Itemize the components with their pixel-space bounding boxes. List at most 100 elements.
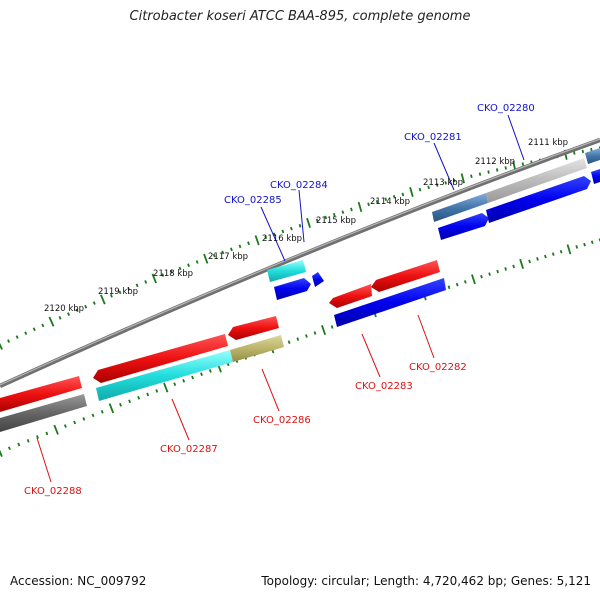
minor-tick: [84, 304, 88, 309]
minor-tick: [487, 170, 490, 174]
minor-tick: [195, 260, 199, 264]
major-tick: [471, 274, 476, 285]
gene-label-cko-02281[interactable]: CKO_02281: [404, 132, 462, 143]
gene-label-cko-02288[interactable]: CKO_02288: [24, 486, 82, 497]
minor-tick: [332, 212, 336, 217]
minor-tick: [264, 235, 268, 240]
cds-cko-02286[interactable]: [228, 316, 279, 340]
tick-labels: 2120 kbp 2119 kbp 2118 kbp 2117 kbp 2116 kbp…: [44, 138, 568, 314]
minor-tick: [435, 183, 439, 187]
minor-tick: [182, 378, 186, 383]
cds-cko-02285[interactable]: [274, 278, 311, 300]
minor-tick: [401, 192, 405, 197]
tick-label: 2111 kbp: [528, 138, 568, 148]
minor-tick: [135, 283, 139, 288]
minor-tick: [91, 413, 95, 418]
cog-bar-cko-02288[interactable]: [0, 394, 87, 432]
minor-tick: [341, 210, 345, 214]
minor-tick: [127, 286, 131, 291]
minor-tick: [367, 202, 370, 207]
minor-tick: [178, 266, 182, 271]
minor-tick: [15, 335, 19, 339]
minor-tick: [350, 207, 353, 212]
genome-stats-label: Topology: circular; Length: 4,720,462 bp…: [261, 574, 591, 588]
minor-tick: [455, 282, 459, 287]
cds-cko-02287[interactable]: [93, 334, 228, 383]
minor-tick: [26, 438, 30, 443]
tick-label: 2118 kbp: [153, 269, 193, 279]
tick-label: 2115 kbp: [316, 216, 356, 226]
cds-cko-02280[interactable]: [486, 176, 591, 223]
minor-tick: [384, 197, 388, 202]
minor-tick: [281, 229, 285, 234]
minor-tick: [137, 395, 141, 400]
minor-tick: [230, 247, 233, 252]
cog-bar-cko-02282[interactable]: [334, 278, 446, 327]
minor-tick: [119, 402, 122, 407]
minor-tick: [63, 424, 67, 428]
minor-tick: [488, 272, 491, 276]
minor-tick: [447, 285, 451, 290]
accession-label: Accession: NC_009792: [10, 574, 147, 588]
minor-tick: [427, 185, 430, 190]
cog-bar-cko-02285[interactable]: [267, 260, 306, 282]
major-tick: [163, 382, 169, 393]
cog-bar-cko-02287[interactable]: [96, 350, 233, 401]
minor-tick: [32, 327, 36, 332]
minor-tick: [495, 168, 499, 172]
gene-label-cko-02285[interactable]: CKO_02285: [224, 195, 282, 206]
outer-tick-ring: [0, 146, 600, 350]
cds-cko-02282[interactable]: [371, 260, 440, 292]
major-tick: [254, 235, 260, 246]
tick-label: 2113 kbp: [423, 178, 463, 188]
minor-tick: [7, 446, 11, 451]
gene-label-cko-02284[interactable]: CKO_02284: [270, 180, 328, 191]
map-title: Citrobacter koseri ATCC BAA-895, complet…: [129, 9, 471, 24]
cds-cko-02288[interactable]: [0, 376, 82, 412]
cds-cko-02283[interactable]: [329, 284, 372, 308]
minor-tick: [17, 442, 21, 447]
minor-tick: [221, 250, 225, 255]
cog-bar-cko-02279[interactable]: [585, 148, 600, 164]
minor-tick: [528, 259, 531, 264]
major-tick: [48, 316, 55, 327]
major-tick: [203, 253, 209, 264]
minor-tick: [544, 254, 547, 259]
minor-tick: [100, 409, 104, 414]
tick-label: 2117 kbp: [208, 252, 248, 262]
minor-tick: [41, 323, 45, 328]
minor-tick: [170, 269, 173, 274]
cds-cko-02281[interactable]: [438, 213, 489, 240]
minus-strand-features: [0, 316, 284, 432]
minor-tick: [144, 280, 148, 284]
minor-tick: [24, 331, 28, 335]
gene-label-cko-02287[interactable]: CKO_02287: [160, 444, 218, 455]
gene-label-cko-02286[interactable]: CKO_02286: [253, 415, 311, 426]
minor-tick: [155, 389, 159, 393]
gene-label-cko-02282[interactable]: CKO_02282: [409, 362, 467, 373]
minor-tick: [128, 399, 132, 404]
cds-cko-02284[interactable]: [312, 272, 324, 287]
major-tick: [151, 273, 157, 284]
cds-cko-02279[interactable]: [591, 169, 600, 184]
minor-tick: [187, 263, 190, 268]
cog-bar-cko-02280[interactable]: [486, 158, 587, 203]
cog-bar-cko-02281[interactable]: [432, 193, 488, 222]
minor-tick: [573, 151, 576, 155]
cog-bar-cko-02286[interactable]: [230, 335, 284, 362]
minor-tick: [298, 223, 302, 228]
minor-tick: [315, 218, 319, 222]
minor-tick: [496, 269, 499, 274]
gene-label-cko-02280[interactable]: CKO_02280: [477, 103, 535, 114]
major-tick: [0, 449, 3, 457]
label-leaders: [36, 114, 525, 483]
minor-tick: [559, 249, 563, 254]
minor-tick: [238, 244, 242, 249]
minor-tick: [392, 195, 396, 199]
tick-label: 2114 kbp: [370, 197, 410, 207]
minor-tick: [7, 339, 11, 343]
minor-tick: [118, 290, 122, 295]
gene-label-cko-02283[interactable]: CKO_02283: [355, 381, 413, 392]
